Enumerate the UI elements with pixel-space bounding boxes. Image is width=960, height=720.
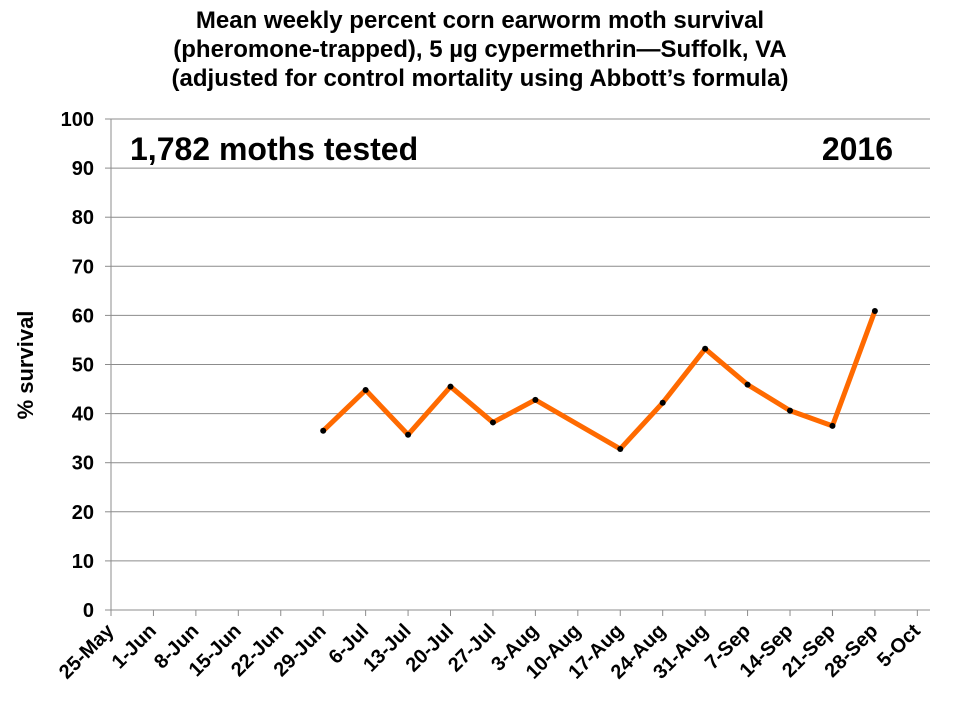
x-tick-label: 5-Oct (873, 620, 925, 672)
data-point (787, 407, 794, 414)
year-annotation: 2016 (822, 131, 893, 167)
y-tick-label: 80 (72, 207, 94, 229)
chart-title-line-2: (pheromone-trapped), 5 µg cypermethrin—S… (173, 36, 787, 63)
data-point (447, 383, 454, 390)
data-point (489, 419, 496, 426)
data-point (829, 422, 836, 429)
y-tick-label: 70 (72, 256, 94, 278)
data-point (871, 307, 878, 314)
y-axis-label: % survival (13, 311, 38, 420)
x-tick-label: 20-Jul (402, 620, 458, 676)
y-tick-label: 90 (72, 158, 94, 180)
data-series (320, 307, 878, 452)
data-point (405, 431, 412, 438)
chart-title: Mean weekly percent corn earworm moth su… (0, 6, 960, 93)
y-tick-label: 30 (72, 453, 94, 475)
y-tick-label: 10 (72, 551, 94, 573)
x-tick-label: 27-Jul (444, 620, 500, 676)
axes (105, 118, 930, 616)
x-tick-label: 13-Jul (359, 620, 415, 676)
y-tick-label: 20 (72, 502, 94, 524)
data-point (744, 381, 751, 388)
data-point (659, 399, 666, 406)
chart-title-line-3: (adjusted for control mortality using Ab… (171, 65, 789, 92)
y-tick-label: 60 (72, 305, 94, 327)
data-point (320, 427, 327, 434)
x-tick-labels: 25-May1-Jun8-Jun15-Jun22-Jun29-Jun6-Jul1… (55, 619, 925, 683)
series-line (320, 308, 878, 452)
data-point (617, 445, 624, 452)
x-tick-label: 1-Jun (108, 620, 161, 673)
y-tick-label: 100 (61, 109, 94, 131)
chart-title-line-1: Mean weekly percent corn earworm moth su… (195, 7, 765, 34)
y-tick-label: 0 (83, 600, 94, 622)
data-point (532, 396, 539, 403)
y-tick-label: 50 (72, 355, 94, 377)
data-point (362, 387, 369, 394)
x-tick-label: 25-May (55, 619, 119, 683)
y-tick-labels: 0 10 20 30 40 50 60 70 80 90 100 (61, 109, 94, 622)
y-tick-label: 40 (72, 404, 94, 426)
data-point (702, 345, 709, 352)
gridlines (111, 118, 930, 562)
moths-tested-annotation: 1,782 moths tested (130, 131, 418, 167)
